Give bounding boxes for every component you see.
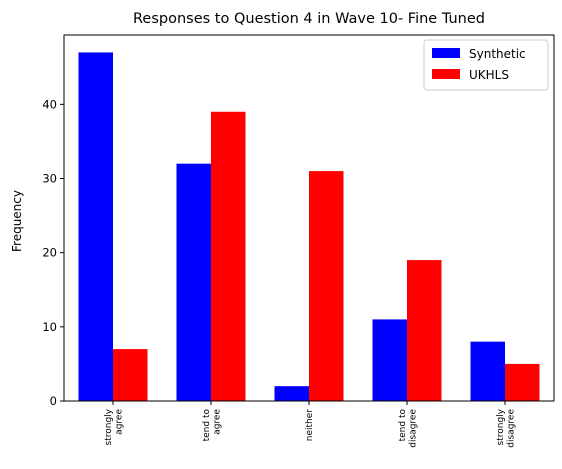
x-tick-label: agree (114, 409, 124, 435)
x-tick-label: strongly (496, 408, 506, 445)
chart-title: Responses to Question 4 in Wave 10- Fine… (133, 11, 485, 27)
legend-swatch-ukhls (432, 69, 460, 79)
y-axis-ticks: 0 10 20 30 40 (42, 97, 64, 408)
bar-ukhls-0 (113, 349, 148, 401)
x-tick-label: agree (212, 409, 222, 435)
y-tick-label: 20 (42, 246, 57, 260)
x-tick-label: tend to (398, 409, 408, 442)
x-tick-label: tend to (202, 409, 212, 442)
y-axis-label: Frequency (10, 190, 24, 252)
y-tick-label: 40 (42, 97, 57, 111)
bar-ukhls-3 (407, 260, 442, 401)
plot-frame (63, 34, 555, 402)
legend-swatch-synthetic (432, 48, 460, 58)
legend-label-ukhls: UKHLS (469, 68, 509, 82)
bar-synthetic-4 (470, 341, 505, 401)
bars (78, 52, 540, 402)
x-tick-label: strongly (104, 408, 114, 445)
bar-ukhls-1 (211, 111, 246, 401)
legend-label-synthetic: Synthetic (469, 47, 526, 61)
bar-synthetic-3 (372, 319, 407, 401)
bar-ukhls-2 (309, 171, 344, 401)
x-tick-label: neither (305, 409, 315, 442)
y-tick-label: 30 (42, 172, 57, 186)
x-tick-label: disagree (408, 409, 418, 448)
bar-synthetic-1 (176, 163, 211, 401)
bar-synthetic-0 (78, 52, 113, 402)
bar-synthetic-2 (274, 386, 309, 401)
x-axis-ticks: strongly agree tend to agree neither tend to d… (104, 401, 516, 448)
x-tick-label: disagree (506, 409, 516, 448)
y-tick-label: 0 (50, 394, 57, 408)
bar-ukhls-4 (505, 363, 540, 401)
y-tick-label: 10 (42, 320, 57, 334)
legend: Synthetic UKHLS (423, 39, 549, 91)
